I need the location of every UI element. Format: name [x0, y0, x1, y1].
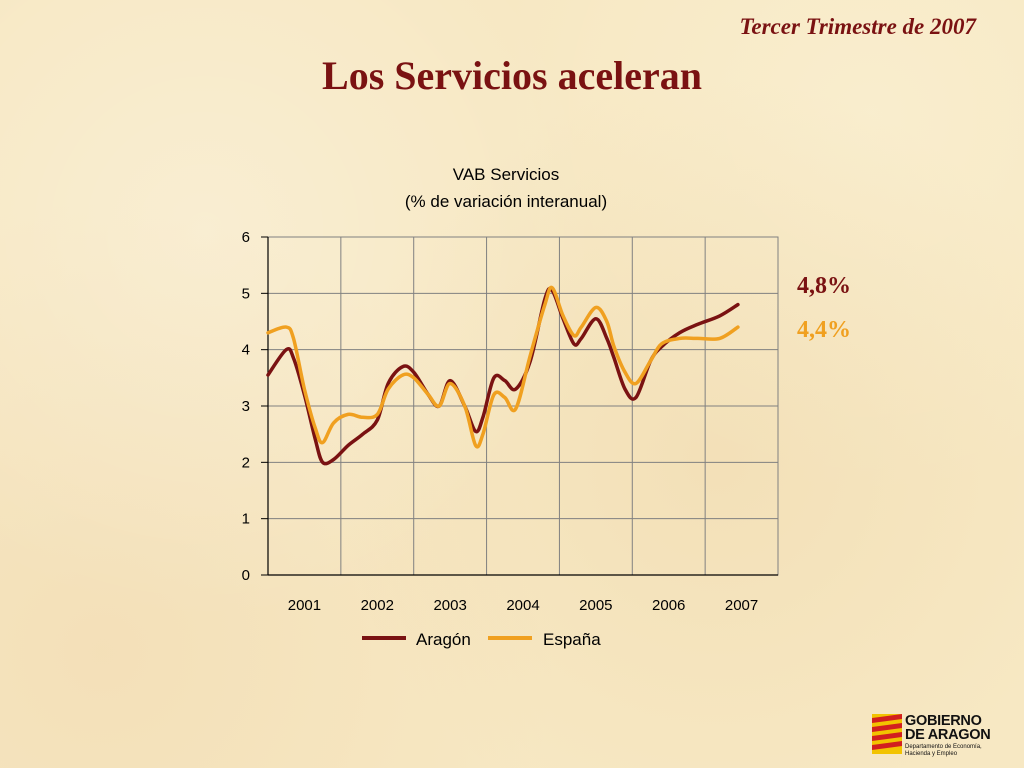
logo-sub2: Hacienda y Empleo: [905, 751, 958, 757]
y-tick-label: 5: [242, 285, 250, 302]
x-tick-label: 2001: [288, 597, 321, 614]
logo-line2: DE ARAGON: [905, 727, 991, 743]
logo-line1: GOBIERNO: [905, 713, 982, 729]
period-label: Tercer Trimestre de 2007: [739, 14, 976, 39]
y-tick-label: 1: [242, 511, 250, 528]
chart-grid: [267, 236, 779, 576]
legend-label-espaa: España: [543, 630, 601, 649]
y-tick-label: 6: [242, 229, 250, 246]
aragon-last-value: 4,8%: [797, 273, 851, 299]
legend-label-aragn: Aragón: [416, 630, 471, 649]
x-tick-label: 2007: [725, 597, 758, 614]
x-tick-label: 2004: [506, 597, 539, 614]
gobierno-aragon-logo: GOBIERNO DE ARAGON Departamento de Econo…: [872, 712, 1012, 762]
page-title: Los Servicios aceleran: [322, 53, 702, 98]
y-tick-label: 2: [242, 454, 250, 471]
series-line-aragn: [266, 286, 740, 466]
x-tick-label: 2003: [433, 597, 466, 614]
x-tick-label: 2005: [579, 597, 612, 614]
chart-title: VAB Servicios: [453, 165, 559, 184]
chart-subtitle: (% de variación interanual): [405, 192, 607, 211]
espana-last-value: 4,4%: [797, 317, 851, 343]
chart-axes: 0 1 2 3 4 5 6 2001 2002 2003 2004 2005 2006 2007: [242, 229, 778, 614]
y-tick-label: 3: [242, 398, 250, 415]
y-tick-label: 4: [242, 342, 250, 359]
series-line-espaa: [266, 285, 740, 449]
y-tick-label: 0: [242, 567, 250, 584]
aragon-flag-icon: [872, 714, 902, 754]
chart-legend: Aragón España: [362, 630, 601, 649]
x-tick-label: 2006: [652, 597, 685, 614]
logo-sub1: Departamento de Economía,: [905, 744, 982, 750]
x-tick-label: 2002: [361, 597, 394, 614]
chart-series: [266, 285, 740, 466]
